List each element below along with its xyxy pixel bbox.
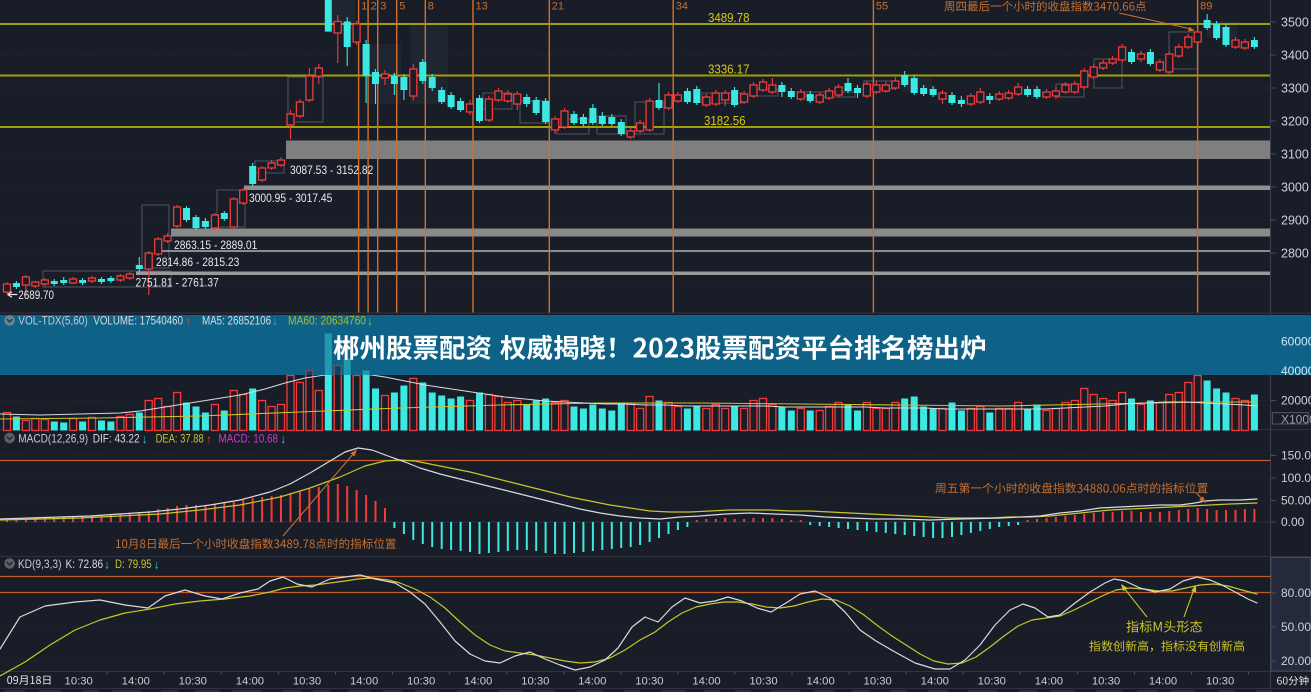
svg-text:20.00: 20.00 (1281, 654, 1311, 668)
svg-text:5: 5 (399, 1, 405, 13)
svg-text:14:00: 14:00 (692, 676, 720, 688)
svg-text:2689.70: 2689.70 (18, 290, 54, 302)
svg-text:X1000: X1000 (1281, 413, 1311, 427)
svg-text:14:00: 14:00 (350, 676, 378, 688)
svg-text:10:30: 10:30 (65, 676, 93, 688)
svg-text:13: 13 (476, 1, 488, 13)
svg-text:MACD(12,26,9): MACD(12,26,9) (18, 432, 88, 446)
svg-text:↑: ↑ (206, 432, 212, 446)
svg-text:10:30: 10:30 (521, 676, 549, 688)
svg-text:VOLUME: 17540460: VOLUME: 17540460 (93, 314, 183, 328)
svg-text:↓: ↓ (280, 432, 286, 446)
svg-text:↓: ↓ (142, 432, 148, 446)
svg-text:DEA: 37.88: DEA: 37.88 (156, 432, 204, 446)
svg-text:3489.78: 3489.78 (708, 11, 750, 25)
svg-text:K: 72.86: K: 72.86 (66, 557, 104, 571)
svg-text:10:30: 10:30 (1092, 676, 1120, 688)
svg-text:↓: ↓ (104, 558, 110, 572)
svg-text:8: 8 (428, 1, 434, 13)
svg-text:100.00: 100.00 (1281, 471, 1311, 485)
svg-text:89: 89 (1200, 1, 1212, 13)
svg-text:150.00: 150.00 (1281, 449, 1311, 463)
svg-text:2814.86 - 2815.23: 2814.86 - 2815.23 (156, 255, 240, 269)
svg-text:VOL-TDX(5,60): VOL-TDX(5,60) (18, 314, 87, 328)
svg-text:10:30: 10:30 (1206, 676, 1234, 688)
svg-text:14:00: 14:00 (236, 676, 264, 688)
svg-text:3200: 3200 (1281, 115, 1309, 129)
svg-text:80.00: 80.00 (1281, 586, 1311, 600)
svg-text:3500: 3500 (1281, 16, 1309, 30)
svg-text:3000: 3000 (1281, 181, 1309, 195)
svg-text:DIF: 43.22: DIF: 43.22 (93, 432, 140, 446)
svg-text:10:30: 10:30 (749, 676, 777, 688)
svg-text:1: 1 (361, 1, 367, 13)
svg-text:3300: 3300 (1281, 82, 1309, 96)
svg-text:60000: 60000 (1281, 335, 1311, 349)
svg-text:D: 79.95: D: 79.95 (115, 557, 152, 571)
svg-text:↓: ↓ (154, 558, 160, 572)
svg-text:40000: 40000 (1281, 364, 1311, 378)
svg-text:3000.95 - 3017.45: 3000.95 - 3017.45 (249, 191, 333, 205)
svg-text:MACD: 10.68: MACD: 10.68 (219, 432, 279, 446)
svg-text:50.00: 50.00 (1281, 620, 1311, 634)
svg-text:21: 21 (552, 1, 564, 13)
svg-text:3087.53 - 3152.82: 3087.53 - 3152.82 (290, 163, 374, 177)
svg-text:20000: 20000 (1281, 394, 1311, 408)
svg-text:KD(9,3,3): KD(9,3,3) (18, 557, 62, 571)
svg-text:2800: 2800 (1281, 247, 1309, 261)
svg-text:14:00: 14:00 (1035, 676, 1063, 688)
svg-text:3: 3 (380, 1, 386, 13)
svg-text:50.00: 50.00 (1281, 494, 1311, 508)
svg-text:↓: ↓ (367, 314, 373, 328)
svg-text:3400: 3400 (1281, 49, 1309, 63)
svg-text:2900: 2900 (1281, 214, 1309, 228)
svg-text:MA5: 26852106: MA5: 26852106 (202, 314, 271, 328)
svg-text:14:00: 14:00 (806, 676, 834, 688)
svg-text:10:30: 10:30 (978, 676, 1006, 688)
svg-text:3100: 3100 (1281, 148, 1309, 162)
svg-text:3336.17: 3336.17 (708, 63, 750, 77)
svg-text:14:00: 14:00 (1149, 676, 1177, 688)
svg-text:34: 34 (676, 1, 688, 13)
svg-text:10:30: 10:30 (635, 676, 663, 688)
svg-text:MA60: 20634760: MA60: 20634760 (288, 314, 366, 328)
svg-text:14:00: 14:00 (464, 676, 492, 688)
svg-text:2751.81 - 2761.37: 2751.81 - 2761.37 (136, 276, 220, 290)
svg-text:0.00: 0.00 (1281, 515, 1305, 529)
svg-text:2863.15 - 2889.01: 2863.15 - 2889.01 (174, 238, 258, 252)
svg-text:14:00: 14:00 (122, 676, 150, 688)
svg-text:55: 55 (876, 1, 888, 13)
svg-text:10:30: 10:30 (293, 676, 321, 688)
svg-text:↑: ↑ (186, 314, 192, 328)
svg-text:↓: ↓ (272, 314, 278, 328)
svg-text:14:00: 14:00 (921, 676, 949, 688)
svg-text:10:30: 10:30 (179, 676, 207, 688)
svg-text:10:30: 10:30 (407, 676, 435, 688)
svg-text:10:30: 10:30 (864, 676, 892, 688)
svg-text:2: 2 (371, 1, 377, 13)
svg-text:3182.56: 3182.56 (704, 114, 746, 128)
svg-text:14:00: 14:00 (578, 676, 606, 688)
